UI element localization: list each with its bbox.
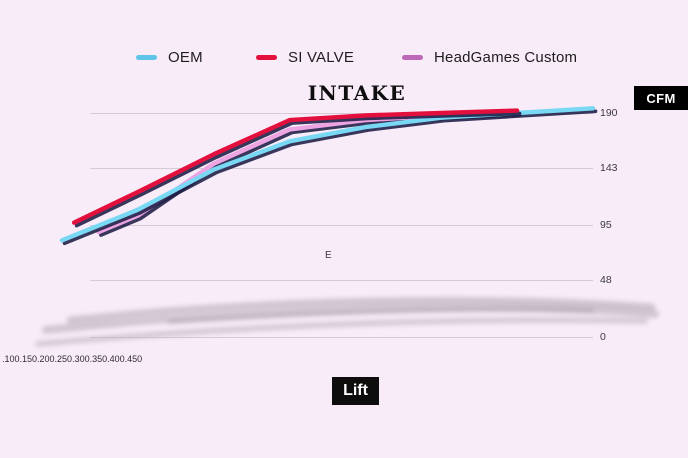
chart-title: INTAKE	[307, 81, 407, 105]
y-tick-48: 48	[600, 274, 612, 287]
gridline-95	[90, 224, 593, 226]
gridline-48	[90, 279, 593, 281]
legend: OEM SI VALVE HeadGames Custom	[0, 46, 688, 68]
y-tick-143: 143	[600, 162, 618, 175]
lift-axis-label: Lift	[332, 377, 379, 405]
gridline-0	[90, 336, 593, 338]
legend-item-oem: OEM	[136, 46, 203, 68]
x-axis-tick-labels: .100.150.200.250.300.350.400.450	[2, 354, 143, 364]
y-tick-190: 190	[600, 107, 618, 119]
legend-label: OEM	[168, 48, 203, 66]
cfm-axis-label: CFM	[634, 86, 688, 110]
annotation-e: E	[325, 250, 332, 261]
curve-shadow-oem	[62, 109, 598, 246]
legend-swatch	[136, 54, 157, 60]
legend-label: SI VALVE	[288, 48, 355, 66]
curve-si-valve	[71, 108, 520, 225]
flow-curves	[59, 106, 598, 246]
y-tick-0: 0	[600, 331, 606, 343]
legend-swatch	[402, 54, 423, 60]
shadow-smudges	[35, 296, 659, 347]
y-tick-95: 95	[600, 219, 612, 231]
legend-item-si-valve: SI VALVE	[256, 46, 354, 68]
curve-shadow-headgames-custom	[99, 113, 522, 237]
gridline-190	[90, 112, 593, 114]
legend-swatch	[256, 54, 277, 60]
legend-item-headgames-custom: HeadGames Custom	[402, 46, 577, 68]
curve-shadow-si-valve	[74, 111, 522, 228]
legend-label: HeadGames Custom	[434, 48, 578, 66]
gridline-143	[90, 167, 593, 169]
